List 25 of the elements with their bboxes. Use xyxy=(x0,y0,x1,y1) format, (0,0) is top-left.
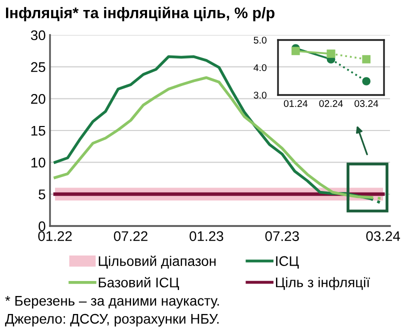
text: * Березень – за даними наукасту. xyxy=(5,296,219,308)
y-tick-label: 5 xyxy=(38,190,46,200)
x-tick-label: 02.24 xyxy=(319,100,343,107)
y-tick-label: 5.0 xyxy=(254,36,267,44)
y-tick-label: 15 xyxy=(31,126,46,136)
y-tick-label: 3.0 xyxy=(254,92,267,99)
legend-label: Цільовий діапазон xyxy=(98,256,216,269)
y-tick-label: 0 xyxy=(38,221,46,232)
y-tick-label: 20 xyxy=(31,94,46,104)
x-tick-label: 07.22 xyxy=(114,231,148,242)
text: Джерело: ДССУ, розрахунки НБУ. xyxy=(5,314,219,326)
y-tick-label: 25 xyxy=(31,62,46,72)
y-tick-label: 4.0 xyxy=(254,64,267,72)
legend-label: Ціль з інфляції xyxy=(276,277,370,290)
x-tick-label: 01.24 xyxy=(284,100,308,107)
y-tick-label: 30 xyxy=(30,30,46,40)
x-tick-label: 03.24 xyxy=(354,100,378,107)
x-tick-label: 03.24 xyxy=(366,231,400,242)
y-tick-label: 10 xyxy=(31,158,46,168)
legend-label: Базовий ІСЦ xyxy=(98,276,180,290)
x-tick-label: 01.22 xyxy=(38,231,72,242)
x-tick-label: 07.23 xyxy=(265,231,299,242)
x-tick-label: 01.23 xyxy=(190,231,224,242)
chart-title: Інфляція* та інфляційна ціль, % р/р xyxy=(6,6,274,22)
legend-label: ІСЦ xyxy=(276,256,299,269)
